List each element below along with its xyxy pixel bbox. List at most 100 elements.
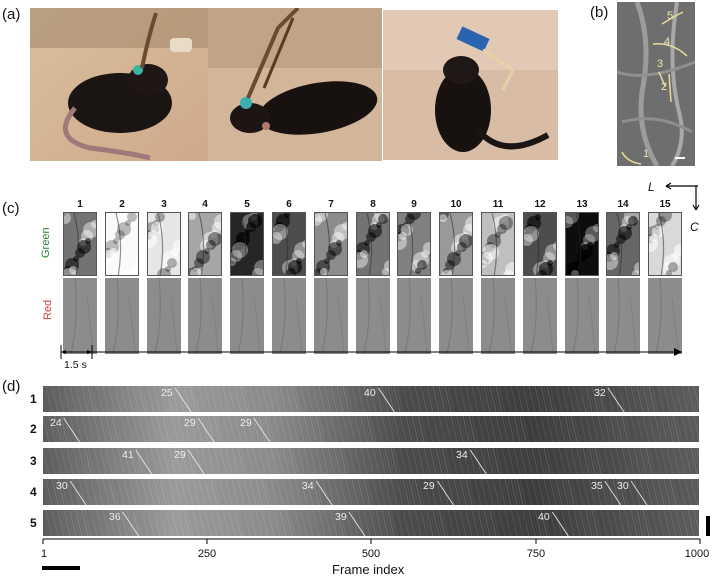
red-frame-texture bbox=[314, 278, 348, 354]
red-channel-frame bbox=[63, 278, 97, 354]
velocity-annotation: 40 bbox=[538, 511, 550, 523]
x-axis-label: Frame index bbox=[332, 562, 405, 577]
scale-bar-horizontal bbox=[42, 566, 80, 570]
compass-arrows bbox=[665, 182, 700, 211]
time-axis bbox=[60, 345, 682, 359]
x-tick-1000: 1000 bbox=[684, 548, 710, 560]
velocity-annotation: 29 bbox=[423, 480, 435, 492]
vessel-label-3: 3 bbox=[657, 58, 664, 70]
velocity-annotation: 36 bbox=[109, 511, 121, 523]
frame-number: 12 bbox=[534, 199, 546, 210]
x-tick-500: 500 bbox=[361, 548, 381, 560]
red-frame-texture bbox=[230, 278, 264, 354]
mouse-photo-1 bbox=[30, 8, 208, 161]
mouse-photo-2-image bbox=[208, 8, 382, 161]
panel-label-c: (c) bbox=[2, 200, 20, 217]
vessel-label-5: 5 bbox=[667, 10, 674, 22]
red-frame-texture bbox=[188, 278, 222, 354]
green-channel-frame bbox=[481, 212, 515, 276]
velocity-annotation: 30 bbox=[56, 480, 68, 492]
vessel-label-1: 1 bbox=[643, 148, 650, 160]
x-tick-1: 1 bbox=[40, 548, 48, 560]
velocity-annotation: 29 bbox=[184, 417, 196, 429]
panel-label-a: (a) bbox=[2, 6, 21, 23]
red-channel-frame bbox=[188, 278, 222, 354]
frame-number: 7 bbox=[328, 199, 334, 210]
kymograph-strip bbox=[43, 479, 699, 505]
green-channel-frame bbox=[314, 212, 348, 276]
green-channel-frame bbox=[356, 212, 390, 276]
green-frame-texture bbox=[148, 213, 180, 275]
velocity-annotation: 32 bbox=[594, 387, 606, 399]
velocity-annotation: 41 bbox=[122, 449, 134, 461]
red-channel-frame bbox=[105, 278, 139, 354]
vessel-label-4: 4 bbox=[664, 36, 671, 48]
compass-label-C: C bbox=[690, 220, 699, 234]
kymograph-strip bbox=[43, 448, 699, 474]
kymograph-texture bbox=[43, 479, 699, 505]
red-frame-texture bbox=[648, 278, 682, 354]
kymograph-strip bbox=[43, 510, 699, 536]
red-frame-texture bbox=[565, 278, 599, 354]
frame-number: 4 bbox=[202, 199, 208, 210]
compass-label-L: L bbox=[648, 180, 655, 194]
kymograph-strip bbox=[43, 416, 699, 442]
red-frame-texture bbox=[105, 278, 139, 354]
green-frame-texture bbox=[566, 213, 598, 275]
red-frame-texture bbox=[356, 278, 390, 354]
panel-label-d: (d) bbox=[2, 378, 21, 395]
green-frame-texture bbox=[189, 213, 221, 275]
frame-number: 10 bbox=[450, 199, 462, 210]
panel-label-b: (b) bbox=[590, 4, 609, 21]
velocity-annotation: 34 bbox=[302, 480, 314, 492]
vessel-label-2: 2 bbox=[661, 81, 668, 93]
kymograph-strip bbox=[43, 386, 699, 412]
green-frame-texture bbox=[315, 213, 347, 275]
red-channel-frame bbox=[230, 278, 264, 354]
green-channel-frame bbox=[648, 212, 682, 276]
kymograph-texture bbox=[43, 416, 699, 442]
green-channel-frame bbox=[147, 212, 181, 276]
green-channel-frame bbox=[606, 212, 640, 276]
velocity-annotation: 29 bbox=[174, 449, 186, 461]
red-channel-frame bbox=[481, 278, 515, 354]
green-frame-texture bbox=[273, 213, 305, 275]
green-frame-texture bbox=[398, 213, 430, 275]
velocity-annotation: 35 bbox=[591, 480, 603, 492]
kymograph-texture bbox=[43, 386, 699, 412]
green-channel-frame bbox=[565, 212, 599, 276]
red-channel-frame bbox=[606, 278, 640, 354]
frame-number: 3 bbox=[161, 199, 167, 210]
vessel-map: 5 4 3 2 1 bbox=[617, 2, 695, 166]
frame-number: 15 bbox=[659, 199, 671, 210]
green-channel-frame bbox=[523, 212, 557, 276]
frame-number: 2 bbox=[119, 199, 125, 210]
green-frame-texture bbox=[357, 213, 389, 275]
velocity-annotation: 39 bbox=[335, 511, 347, 523]
frame-axis bbox=[42, 538, 701, 544]
frame-number: 14 bbox=[617, 199, 629, 210]
red-channel-frame bbox=[439, 278, 473, 354]
red-channel-frame bbox=[314, 278, 348, 354]
green-channel-frame bbox=[272, 212, 306, 276]
frame-number: 11 bbox=[492, 199, 504, 210]
frame-number: 13 bbox=[576, 199, 588, 210]
velocity-annotation: 29 bbox=[240, 417, 252, 429]
red-frame-texture bbox=[272, 278, 306, 354]
kymograph-row-label: 5 bbox=[30, 516, 37, 530]
green-frame-texture bbox=[607, 213, 639, 275]
frame-number: 9 bbox=[411, 199, 417, 210]
green-channel-frame bbox=[397, 212, 431, 276]
red-channel-frame bbox=[648, 278, 682, 354]
time-scale-label: 1.5 s bbox=[64, 359, 87, 371]
red-frame-texture bbox=[147, 278, 181, 354]
frame-number: 1 bbox=[77, 199, 83, 210]
red-frame-texture bbox=[439, 278, 473, 354]
channel-label-red: Red bbox=[42, 299, 54, 320]
green-frame-texture bbox=[524, 213, 556, 275]
green-channel-frame bbox=[188, 212, 222, 276]
kymograph-row-label: 1 bbox=[30, 392, 37, 406]
red-frame-texture bbox=[397, 278, 431, 354]
velocity-annotation: 40 bbox=[364, 387, 376, 399]
green-channel-frame bbox=[105, 212, 139, 276]
